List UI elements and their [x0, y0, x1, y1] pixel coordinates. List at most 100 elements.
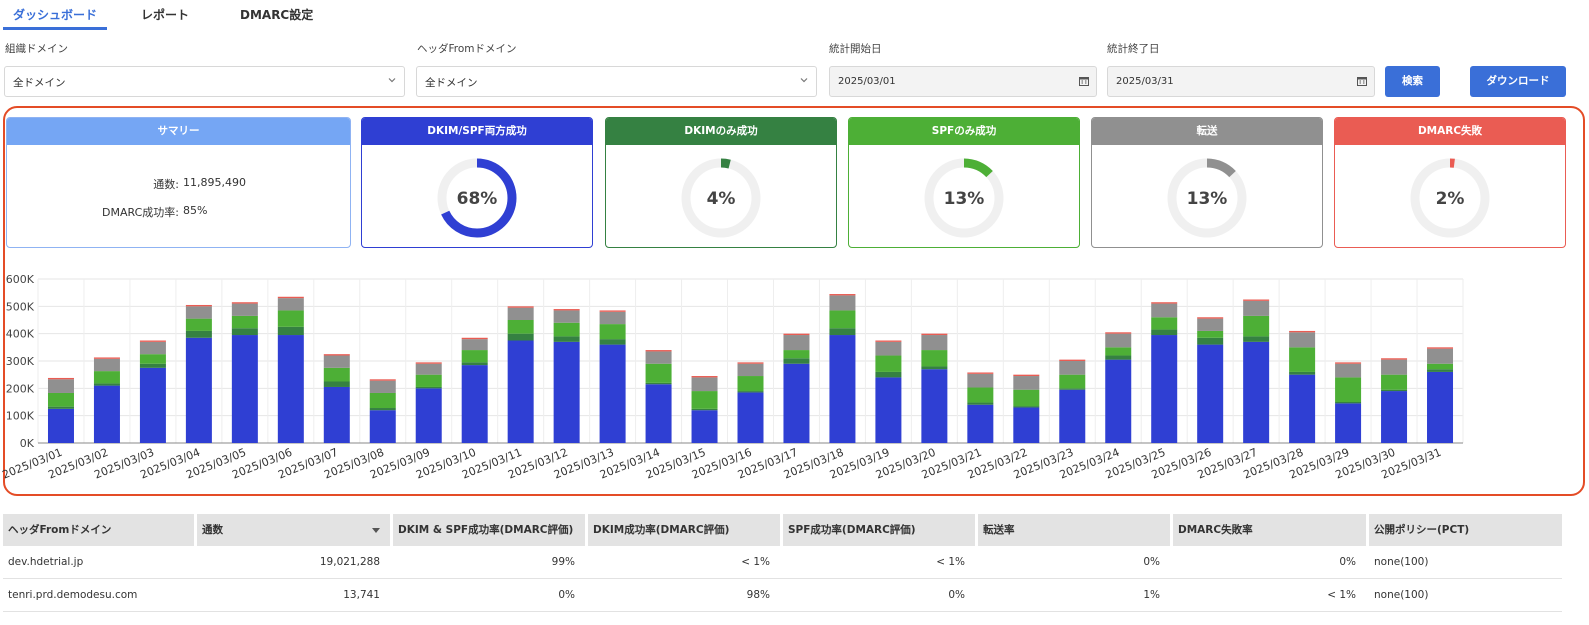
bar-segment[interactable]	[1381, 358, 1408, 360]
bar-segment[interactable]	[185, 306, 212, 319]
bar-segment[interactable]	[553, 336, 580, 342]
bar-segment[interactable]	[875, 340, 902, 342]
bar-segment[interactable]	[1197, 318, 1224, 331]
bar-segment[interactable]	[1197, 344, 1224, 443]
bar-segment[interactable]	[415, 388, 442, 443]
bar-segment[interactable]	[1013, 376, 1040, 390]
bar-segment[interactable]	[1059, 374, 1086, 389]
bar-segment[interactable]	[1243, 315, 1270, 337]
bar-segment[interactable]	[875, 371, 902, 378]
bar-segment[interactable]	[323, 354, 350, 356]
bar-segment[interactable]	[1197, 317, 1224, 319]
bar-segment[interactable]	[1335, 402, 1362, 404]
bar-segment[interactable]	[185, 304, 212, 307]
bar-segment[interactable]	[93, 357, 120, 359]
bar-segment[interactable]	[461, 365, 488, 443]
col-header-from-domain[interactable]: ヘッダFromドメイン	[3, 514, 194, 546]
bar-segment[interactable]	[1105, 347, 1132, 356]
col-count[interactable]: 通数	[197, 514, 390, 546]
bar-segment[interactable]	[1289, 374, 1316, 443]
bar-segment[interactable]	[645, 363, 672, 383]
org-domain-select[interactable]: 全ドメイン	[4, 66, 405, 97]
download-button[interactable]: ダウンロード	[1470, 66, 1566, 97]
bar-segment[interactable]	[1105, 333, 1132, 348]
bar-segment[interactable]	[875, 341, 902, 356]
bar-segment[interactable]	[1335, 377, 1362, 402]
bar-segment[interactable]	[1105, 359, 1132, 443]
bar-segment[interactable]	[231, 302, 258, 304]
bar-segment[interactable]	[599, 310, 626, 312]
bar-segment[interactable]	[461, 337, 488, 340]
bar-segment[interactable]	[783, 358, 810, 364]
bar-segment[interactable]	[461, 339, 488, 351]
bar-segment[interactable]	[1151, 303, 1178, 318]
bar-segment[interactable]	[369, 408, 396, 411]
bar-segment[interactable]	[599, 344, 626, 443]
bar-segment[interactable]	[369, 410, 396, 443]
bar-segment[interactable]	[231, 335, 258, 443]
bar-segment[interactable]	[829, 295, 856, 311]
bar-segment[interactable]	[93, 383, 120, 386]
end-date-input[interactable]: 2025/03/31	[1107, 66, 1375, 97]
bar-segment[interactable]	[829, 310, 856, 329]
bar-segment[interactable]	[921, 366, 948, 370]
bar-segment[interactable]	[1381, 374, 1408, 390]
bar-segment[interactable]	[737, 376, 764, 392]
tab-dashboard[interactable]: ダッシュボード	[13, 8, 98, 22]
calendar-icon[interactable]	[1079, 76, 1089, 86]
bar-segment[interactable]	[277, 335, 304, 443]
bar-segment[interactable]	[415, 363, 442, 375]
bar-segment[interactable]	[1427, 348, 1454, 364]
bar-segment[interactable]	[921, 333, 948, 336]
bar-segment[interactable]	[1059, 388, 1086, 390]
bar-segment[interactable]	[277, 326, 304, 336]
bar-segment[interactable]	[691, 391, 718, 409]
calendar-icon[interactable]	[1357, 76, 1367, 86]
bar-segment[interactable]	[967, 373, 994, 388]
search-button[interactable]: 検索	[1385, 66, 1440, 97]
bar-segment[interactable]	[691, 408, 718, 411]
bar-segment[interactable]	[1289, 330, 1316, 333]
bar-segment[interactable]	[231, 315, 258, 329]
bar-segment[interactable]	[1243, 341, 1270, 443]
bar-segment[interactable]	[1381, 359, 1408, 375]
bar-segment[interactable]	[93, 385, 120, 443]
bar-segment[interactable]	[691, 377, 718, 392]
bar-segment[interactable]	[231, 303, 258, 316]
bar-segment[interactable]	[553, 310, 580, 323]
bar-segment[interactable]	[1335, 403, 1362, 443]
bar-segment[interactable]	[1427, 371, 1454, 443]
bar-segment[interactable]	[461, 350, 488, 363]
bar-segment[interactable]	[185, 337, 212, 443]
bar-segment[interactable]	[829, 294, 856, 296]
bar-segment[interactable]	[323, 381, 350, 387]
bar-segment[interactable]	[875, 377, 902, 443]
bar-segment[interactable]	[323, 367, 350, 382]
bar-segment[interactable]	[139, 341, 166, 355]
bar-segment[interactable]	[415, 374, 442, 387]
bar-segment[interactable]	[921, 335, 948, 351]
bar-segment[interactable]	[231, 328, 258, 336]
bar-segment[interactable]	[829, 335, 856, 443]
bar-segment[interactable]	[783, 335, 810, 351]
bar-segment[interactable]	[599, 339, 626, 345]
bar-segment[interactable]	[553, 309, 580, 311]
bar-segment[interactable]	[1289, 371, 1316, 375]
bar-segment[interactable]	[553, 322, 580, 337]
bar-segment[interactable]	[277, 310, 304, 327]
bar-segment[interactable]	[783, 363, 810, 443]
table-row[interactable]: dev.hdetrial.jp 19,021,288 99% < 1% < 1% 0% 0%…	[3, 546, 1562, 579]
bar-segment[interactable]	[47, 408, 74, 443]
bar-segment[interactable]	[139, 367, 166, 443]
bar-segment[interactable]	[507, 320, 534, 334]
bar-segment[interactable]	[1197, 337, 1224, 345]
table-row[interactable]: tenri.prd.demodesu.com 13,741 0% 98% 0% 1% < 1…	[3, 579, 1562, 612]
col-forward-rate[interactable]: 転送率	[978, 514, 1170, 546]
bar-segment[interactable]	[139, 354, 166, 364]
bar-segment[interactable]	[1059, 361, 1086, 375]
tab-report[interactable]: レポート	[141, 8, 190, 22]
bar-segment[interactable]	[1243, 299, 1270, 301]
bar-segment[interactable]	[691, 376, 718, 378]
bar-segment[interactable]	[691, 410, 718, 443]
bar-segment[interactable]	[1151, 335, 1178, 443]
